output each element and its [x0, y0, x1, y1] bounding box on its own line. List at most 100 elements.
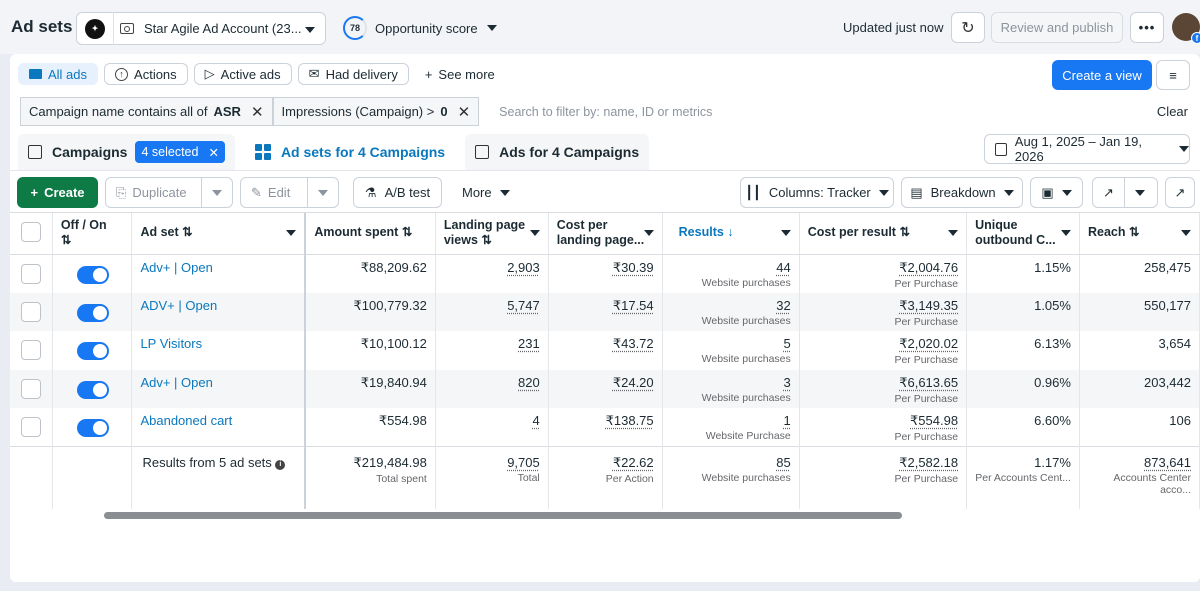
delivery-toggle[interactable]	[76, 265, 109, 284]
plus-icon: +	[424, 66, 433, 82]
totals-cpl: ₹22.62 Per Action	[548, 446, 663, 509]
edit-button[interactable]: ✎ Edit	[241, 178, 307, 207]
close-icon[interactable]: ✕	[250, 103, 264, 121]
header-cost-per-landing[interactable]: Cost per landing page...	[548, 213, 663, 255]
play-icon: ▷	[204, 66, 215, 81]
create-view-button[interactable]: Create a view	[1052, 60, 1152, 90]
report-icon: ▣	[1041, 184, 1054, 200]
chevron-down-icon[interactable]	[286, 230, 297, 236]
tab-actions[interactable]: ↑ Actions	[104, 63, 188, 85]
row-checkbox[interactable]	[20, 301, 41, 322]
value-sub: Per Purchase	[894, 354, 959, 366]
tab-all-ads[interactable]: All ads	[18, 63, 99, 85]
tab-campaigns[interactable]: Campaigns 4 selected ✕	[18, 134, 235, 170]
duplicate-menu-button[interactable]	[201, 178, 232, 207]
table-row[interactable]: ADV+ | Open ₹100,779.32 5,747 ₹17.54 32 Websi…	[10, 292, 1200, 331]
selected-badge[interactable]: 4 selected ✕	[135, 141, 225, 163]
more-button[interactable]: More	[462, 185, 510, 200]
horizontal-scrollbar[interactable]	[104, 512, 902, 519]
more-options-button[interactable]: •••	[1130, 12, 1164, 43]
row-checkbox[interactable]	[20, 263, 41, 284]
tab-ad-sets[interactable]: Ad sets for 4 Campaigns	[244, 134, 456, 170]
date-range-label: Aug 1, 2025 – Jan 19, 2026	[1014, 134, 1143, 164]
refresh-button[interactable]: ↻	[951, 12, 985, 43]
chevron-down-icon[interactable]	[948, 230, 959, 236]
header-off-on[interactable]: Off / On ⇅	[52, 213, 133, 255]
value: 873,641	[1144, 455, 1191, 470]
export-button[interactable]: ↗	[1093, 178, 1124, 207]
table-row[interactable]: Abandoned cart ₹554.98 4 ₹138.75 1 Website Pu…	[10, 408, 1200, 447]
header-reach[interactable]: Reach ⇅	[1079, 213, 1200, 255]
header-ad-set[interactable]: Ad set ⇅	[131, 213, 307, 255]
filter-chip-campaign-name[interactable]: Campaign name contains all of ASR ✕	[20, 97, 273, 126]
avatar[interactable]: f	[1172, 13, 1200, 44]
cost-per-landing-cell: ₹24.20	[548, 369, 663, 408]
header-unique-outbound[interactable]: Unique outbound C...	[966, 213, 1080, 255]
value-sub: Website purchases	[701, 314, 791, 327]
filter-chip-impressions[interactable]: Impressions (Campaign) > 0 ✕	[272, 97, 480, 126]
columns-button[interactable]: ┃┃ Columns: Tracker	[740, 177, 894, 208]
header-results[interactable]: Results ↓	[662, 213, 800, 255]
date-range-picker[interactable]: Aug 1, 2025 – Jan 19, 2026	[984, 134, 1190, 164]
value: 4	[532, 413, 540, 428]
delivery-toggle[interactable]	[76, 419, 109, 437]
ad-set-name-link[interactable]: ADV+ | Open	[140, 297, 218, 313]
page-title: Ad sets	[11, 17, 73, 36]
close-icon[interactable]: ✕	[457, 103, 471, 121]
header-amount-spent[interactable]: Amount spent ⇅	[305, 213, 436, 255]
export-menu-button[interactable]	[1123, 178, 1155, 207]
ab-test-button[interactable]: ⚗ A/B test	[353, 177, 442, 208]
calendar-icon	[995, 142, 1007, 156]
chevron-down-icon[interactable]	[1181, 230, 1191, 236]
view-settings-button[interactable]: ≡	[1156, 60, 1190, 90]
row-checkbox[interactable]	[20, 417, 41, 437]
ad-set-name-link[interactable]: Adv+ | Open	[140, 259, 213, 275]
row-toggle-cell	[52, 331, 133, 370]
export-icon: ↗	[1103, 184, 1114, 200]
header-landing-page-views[interactable]: Landing page views ⇅	[435, 213, 549, 255]
table-row[interactable]: Adv+ | Open ₹88,209.62 2,903 ₹30.39 44 Websit…	[10, 254, 1200, 293]
filter-search-input[interactable]: Search to filter by: name, ID or metrics	[499, 104, 713, 119]
reports-button[interactable]: ▣	[1030, 177, 1083, 208]
close-icon[interactable]: ✕	[208, 145, 219, 160]
account-selector[interactable]: ✦ Star Agile Ad Account (23...	[76, 12, 326, 45]
delivery-toggle[interactable]	[76, 342, 109, 360]
value: ₹2,004.76	[899, 259, 959, 275]
breakdown-button[interactable]: ▤ Breakdown	[901, 177, 1023, 208]
table-row[interactable]: LP Visitors ₹10,100.12 231 ₹43.72 5 Website p…	[10, 331, 1200, 370]
ab-test-label: A/B test	[384, 185, 431, 200]
chevron-down-icon[interactable]	[780, 230, 791, 236]
opportunity-score-button[interactable]: 78 Opportunity score	[343, 16, 497, 40]
delivery-toggle[interactable]	[76, 303, 109, 322]
tab-had-delivery[interactable]: ✉ Had delivery	[297, 63, 409, 85]
clear-filters-button[interactable]: Clear	[1156, 104, 1188, 119]
cost-per-result-cell: ₹2,004.76 Per Purchase	[799, 254, 968, 293]
chevron-down-icon[interactable]	[529, 230, 540, 236]
header-cost-per-result[interactable]: Cost per result ⇅	[799, 213, 968, 255]
edit-group: ✎ Edit	[240, 177, 339, 208]
edit-menu-button[interactable]	[307, 178, 338, 207]
reach-cell: 258,475	[1079, 254, 1200, 293]
ad-set-name-link[interactable]: LP Visitors	[140, 336, 203, 351]
delivery-toggle[interactable]	[76, 380, 109, 399]
info-icon[interactable]: i	[275, 460, 286, 470]
sort-icon: ⇅	[1128, 225, 1140, 239]
ad-set-name-link[interactable]: Abandoned cart	[140, 413, 233, 428]
chevron-down-icon[interactable]	[643, 230, 654, 236]
row-checkbox[interactable]	[20, 378, 41, 399]
chip-text: Campaign name contains all of	[29, 104, 208, 119]
row-checkbox[interactable]	[20, 340, 41, 360]
see-more-button[interactable]: + See more	[415, 63, 505, 85]
export-group: ↗	[1092, 177, 1158, 208]
table-row[interactable]: Adv+ | Open ₹19,840.94 820 ₹24.20 3 Website p…	[10, 369, 1200, 408]
chart-toggle-button[interactable]: ↗	[1165, 177, 1195, 208]
review-publish-button[interactable]: Review and publish	[991, 12, 1123, 43]
chevron-down-icon[interactable]	[1060, 230, 1071, 236]
duplicate-button[interactable]: ⎘ Duplicate	[106, 178, 201, 207]
select-all-checkbox[interactable]	[20, 222, 41, 242]
create-button[interactable]: + Create	[17, 177, 98, 208]
ad-set-name-link[interactable]: Adv+ | Open	[140, 374, 213, 390]
totals-label-cell: Results from 5 ad sets i	[131, 446, 307, 509]
tab-ads[interactable]: Ads for 4 Campaigns	[465, 134, 650, 170]
tab-active-ads[interactable]: ▷ Active ads	[193, 63, 292, 85]
